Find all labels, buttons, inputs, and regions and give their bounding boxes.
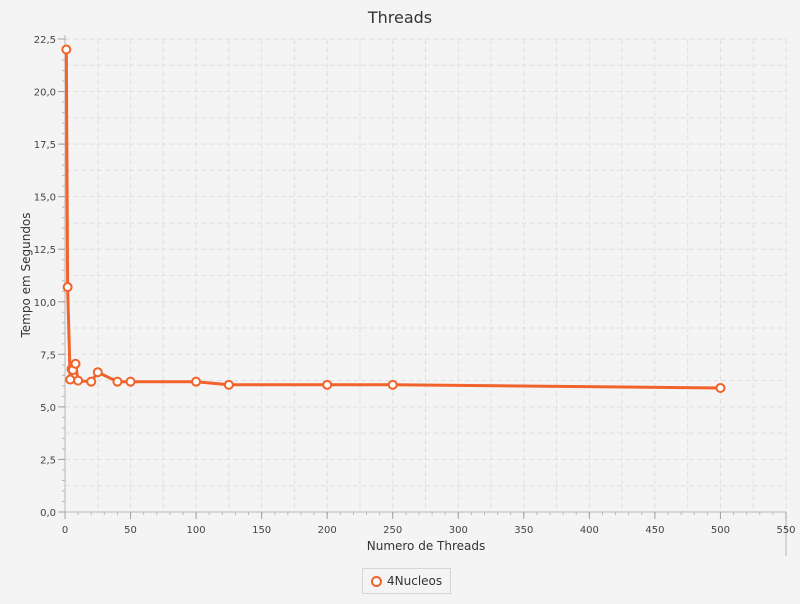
data-point	[387, 379, 398, 390]
legend-marker-icon	[371, 575, 382, 587]
axes: 0,0 2,5 5,0 7,5 10,0 12,5 15,0 17,5 20,0 22,5 0 50 1…	[34, 35, 796, 556]
data-point	[191, 376, 202, 387]
y-axis-label: Tempo em Segundos	[19, 212, 33, 338]
data-point	[223, 379, 234, 390]
y-tick-label: 20,0	[34, 88, 56, 99]
y-tick-label: 7,5	[40, 350, 56, 361]
data-point	[125, 376, 136, 387]
data-point	[70, 358, 81, 369]
x-tick-label: 450	[645, 525, 664, 536]
x-tick-label: 500	[711, 525, 730, 536]
legend: 4Nucleos	[362, 568, 452, 594]
x-tick-label: 100	[187, 525, 206, 536]
y-tick-label: 12,5	[34, 245, 56, 256]
x-tick-label: 200	[318, 525, 337, 536]
chart-title: Threads	[367, 8, 432, 27]
x-tick-label: 400	[580, 525, 599, 536]
grid	[65, 38, 787, 512]
x-tick-label: 350	[514, 525, 533, 536]
y-tick-label: 0,0	[40, 508, 56, 519]
x-tick-label: 50	[124, 525, 137, 536]
data-point	[112, 376, 123, 387]
data-point	[61, 44, 72, 55]
x-tick-label: 150	[252, 525, 271, 536]
data-point	[62, 282, 73, 293]
x-tick-label: 300	[449, 525, 468, 536]
x-tick-label: 0	[62, 525, 68, 536]
y-tick-label: 17,5	[34, 140, 56, 151]
data-point	[73, 375, 84, 386]
series-group	[61, 44, 726, 393]
legend-label: 4Nucleos	[387, 574, 443, 588]
y-tick-label: 5,0	[40, 403, 56, 414]
y-tick-label: 15,0	[34, 193, 56, 204]
x-tick-label: 250	[383, 525, 402, 536]
data-point	[86, 376, 97, 387]
y-tick-label: 2,5	[40, 455, 56, 466]
y-tick-label: 10,0	[34, 298, 56, 309]
data-point	[65, 374, 76, 385]
data-point	[92, 367, 103, 378]
data-point	[322, 379, 333, 390]
x-axis-label: Numero de Threads	[367, 539, 486, 553]
x-tick-label: 550	[776, 525, 795, 536]
y-tick-label: 22,5	[34, 35, 56, 46]
data-point	[715, 382, 726, 393]
